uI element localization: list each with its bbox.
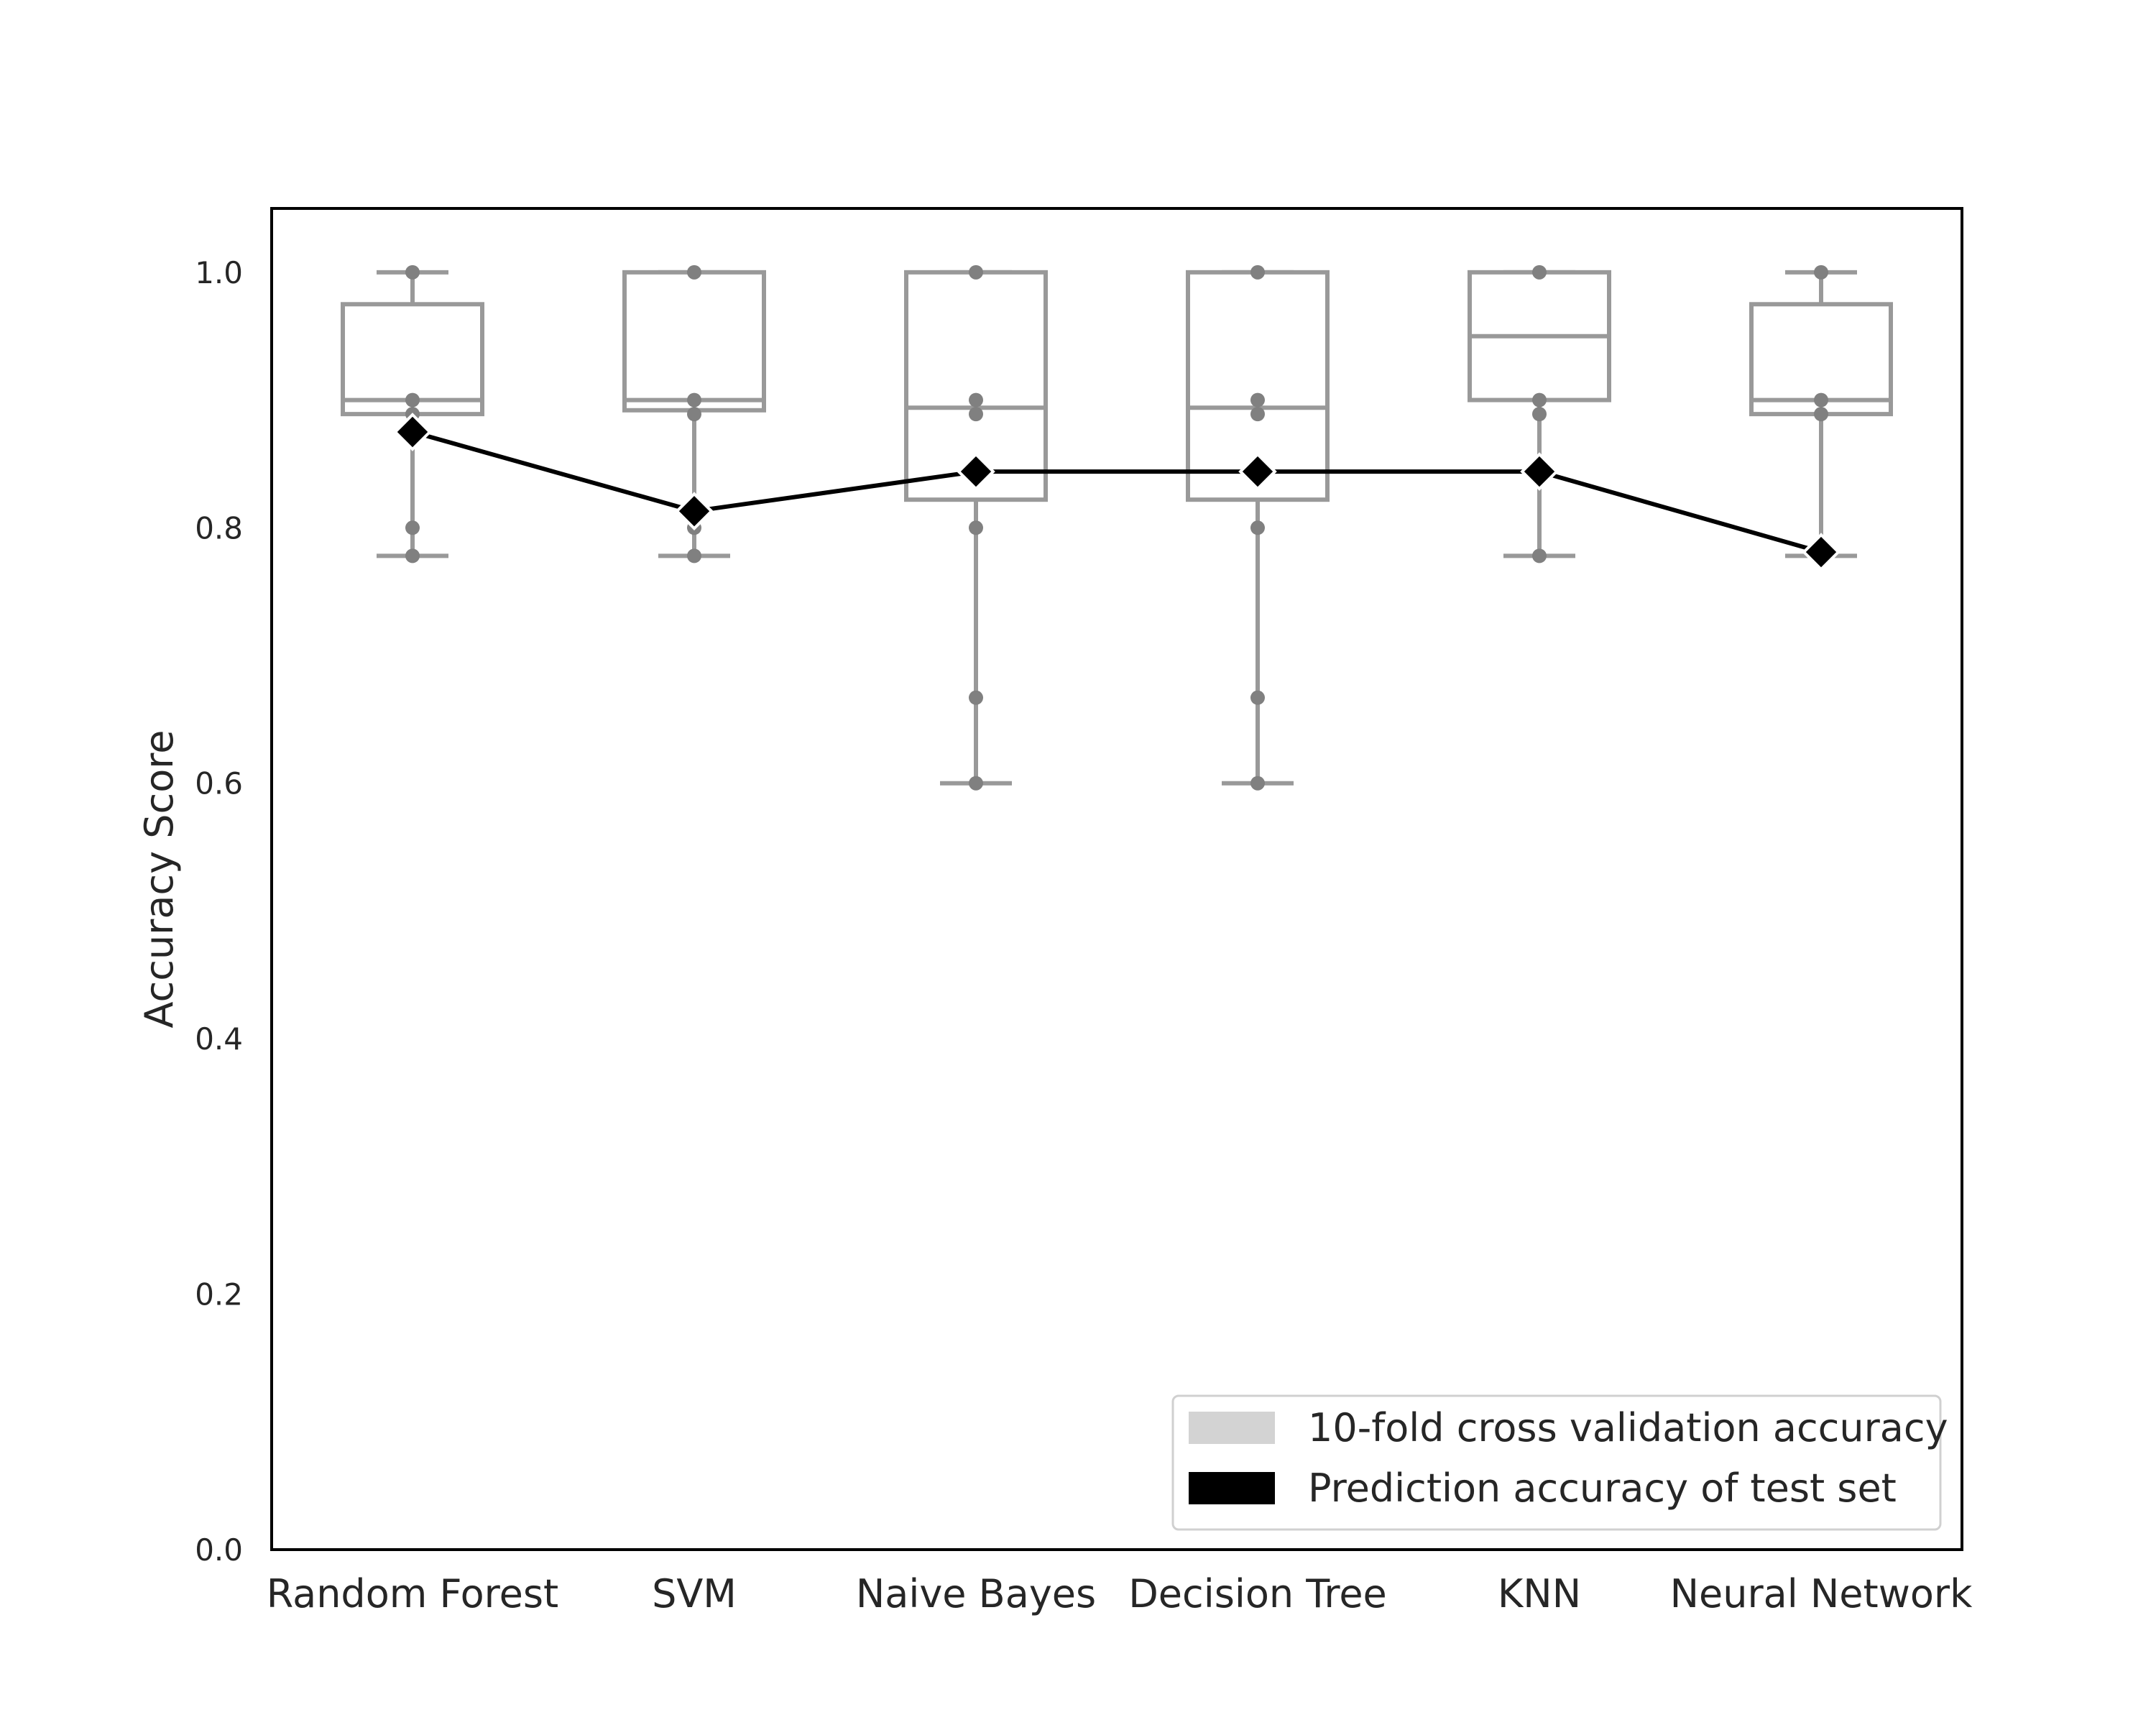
test-accuracy-marker [1520, 452, 1559, 491]
box-plots [341, 270, 1893, 786]
cv-point [405, 520, 420, 535]
cv-point [969, 690, 983, 705]
y-tick-label: 0.4 [195, 1021, 243, 1057]
x-tick-label: Random Forest [267, 1571, 558, 1616]
legend-label-cv: 10-fold cross validation accuracy [1308, 1405, 1948, 1450]
cv-point [969, 407, 983, 422]
legend: 10-fold cross validation accuracy Predic… [1171, 1394, 1948, 1531]
cv-point [1250, 407, 1265, 422]
y-tick-label: 0.8 [195, 510, 243, 546]
test-accuracy-line [412, 430, 1822, 554]
cv-point [1814, 407, 1828, 422]
legend-swatch-test [1189, 1472, 1275, 1504]
y-axis-title: Accuracy Score [137, 730, 182, 1029]
legend-swatch-cv [1189, 1412, 1275, 1444]
test-accuracy-marker [1802, 533, 1841, 571]
cv-point [1250, 520, 1265, 535]
cv-point [1250, 392, 1265, 408]
x-tick-label: Naive Bayes [856, 1571, 1096, 1616]
cv-point [1814, 264, 1828, 280]
test-accuracy-marker [1238, 452, 1277, 491]
cv-point [969, 264, 983, 280]
box-plot [1749, 270, 1893, 558]
cv-point [1814, 392, 1828, 408]
y-tick-label: 0.0 [195, 1532, 243, 1568]
box-plot [1468, 270, 1611, 558]
cv-point [1250, 690, 1265, 705]
plot-frame [270, 207, 1963, 1551]
x-tick-label: Decision Tree [1128, 1571, 1387, 1616]
x-tick-label: SVM [652, 1571, 737, 1616]
legend-label-test: Prediction accuracy of test set [1308, 1466, 1897, 1511]
legend-frame [1171, 1394, 1942, 1531]
cv-point [1532, 264, 1547, 280]
cv-point [1532, 407, 1547, 422]
y-tick-label: 0.6 [195, 766, 243, 801]
cv-point [1532, 548, 1547, 564]
cv-point [969, 776, 983, 791]
cv-point [687, 264, 701, 280]
cv-point [405, 264, 420, 280]
cv-point [1250, 776, 1265, 791]
y-tick-label: 0.2 [195, 1277, 243, 1312]
cv-points [405, 264, 1828, 791]
cv-point [687, 407, 701, 422]
cv-point [969, 520, 983, 535]
test-accuracy-marker [957, 452, 995, 491]
y-axis-ticks: 0.0 0.2 0.4 0.6 0.8 1.0 [195, 255, 243, 1568]
x-tick-label: Neural Network [1670, 1571, 1973, 1616]
test-accuracy-series [393, 413, 1841, 571]
y-tick-label: 1.0 [195, 255, 243, 290]
cv-point [687, 392, 701, 408]
cv-point [687, 548, 701, 564]
x-axis-ticks: Random Forest SVM Naive Bayes Decision Tree… [267, 1571, 1973, 1616]
cv-point [1532, 392, 1547, 408]
box-iqr [622, 270, 766, 413]
cv-point [405, 548, 420, 564]
test-accuracy-marker [393, 413, 432, 451]
cv-point [969, 392, 983, 408]
cv-point [1250, 264, 1265, 280]
x-tick-label: KNN [1498, 1571, 1581, 1616]
cv-point [405, 392, 420, 408]
test-accuracy-marker [675, 492, 714, 531]
